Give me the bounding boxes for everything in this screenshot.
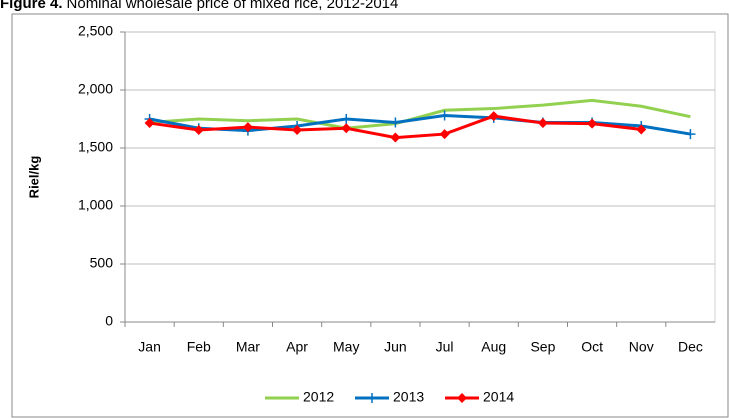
marker	[292, 125, 303, 136]
chart-title: Nominal wholesale price of mixed rice, 2…	[67, 0, 399, 12]
x-tick-label: Aug	[481, 339, 506, 355]
x-tick-label: Oct	[581, 339, 603, 355]
marker	[390, 132, 401, 143]
y-tick-label: 2,500	[78, 23, 113, 39]
marker	[457, 393, 467, 403]
x-tick-label: Mar	[236, 339, 260, 355]
marker	[537, 118, 548, 129]
x-tick-label: Sep	[530, 339, 555, 355]
marker	[439, 110, 450, 121]
marker	[341, 123, 352, 134]
y-axis-label: Riel/kg	[26, 156, 41, 199]
marker	[341, 114, 352, 124]
x-tick-label: Jan	[138, 339, 161, 355]
x-tick-label: Jul	[436, 339, 454, 355]
y-tick-label: 2,000	[78, 81, 113, 97]
plot-area	[124, 31, 716, 323]
marker	[685, 129, 696, 140]
chart-frame	[11, 13, 729, 418]
x-tick-label: Nov	[629, 339, 654, 355]
series-line	[149, 114, 691, 136]
marker	[636, 124, 647, 135]
marker	[390, 117, 401, 128]
figure-title: Figure 4. Nominal wholesale price of mixe…	[0, 0, 398, 12]
marker	[367, 393, 377, 403]
x-tick-label: Apr	[286, 339, 308, 355]
marker	[193, 125, 204, 136]
legend-label: 2014	[483, 389, 514, 405]
marker	[439, 129, 450, 140]
figure-label: Figure 4.	[0, 0, 63, 12]
marker	[144, 118, 155, 129]
x-tick-label: Jun	[384, 339, 407, 355]
marker	[587, 118, 598, 129]
y-tick-label: 0	[105, 313, 113, 329]
x-tick-label: Feb	[187, 339, 211, 355]
series-line	[149, 98, 691, 130]
x-tick-label: May	[333, 339, 359, 355]
marker	[242, 122, 253, 133]
y-tick-label: 1,000	[78, 197, 113, 213]
y-tick-label: 500	[90, 255, 114, 271]
x-tick-label: Dec	[678, 339, 703, 355]
marker	[488, 111, 499, 122]
legend-label: 2012	[303, 389, 334, 405]
y-tick-label: 1,500	[78, 139, 113, 155]
legend-label: 2013	[393, 389, 424, 405]
